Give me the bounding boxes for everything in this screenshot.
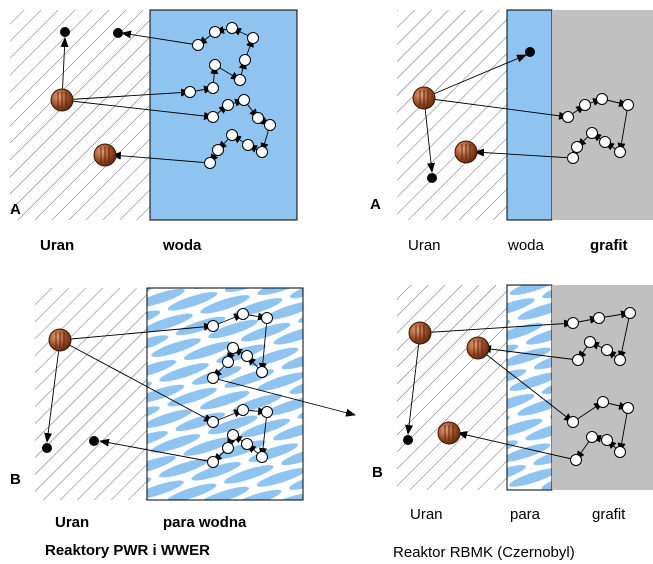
neutron xyxy=(257,452,268,463)
neutron xyxy=(242,439,253,450)
absorbed-neutron xyxy=(403,435,413,445)
neutron xyxy=(210,60,221,71)
neutron xyxy=(223,100,234,111)
neutron xyxy=(568,153,579,164)
region-label: woda xyxy=(162,237,202,254)
neutron xyxy=(623,403,634,414)
neutron xyxy=(585,337,596,348)
panel-letter: A xyxy=(10,201,21,218)
neutron xyxy=(625,308,636,319)
region-label: grafit xyxy=(590,237,628,254)
neutron xyxy=(262,313,273,324)
steam-region xyxy=(507,285,552,490)
neutron xyxy=(602,345,613,356)
neutron xyxy=(623,100,634,111)
neutron xyxy=(597,94,608,105)
water-region xyxy=(150,10,297,220)
neutron xyxy=(600,137,611,148)
caption: Reaktor RBMK (Czernobyl) xyxy=(393,544,575,561)
region-label: woda xyxy=(507,237,545,254)
neutron xyxy=(587,128,598,139)
region-label: Uran xyxy=(410,506,443,523)
neutron xyxy=(587,432,598,443)
neutron xyxy=(208,457,219,468)
neutron xyxy=(615,147,626,158)
region-label: para xyxy=(510,506,541,523)
neutron xyxy=(257,147,268,158)
absorbed-neutron xyxy=(42,443,52,453)
neutron xyxy=(572,142,583,153)
neutron xyxy=(615,355,626,366)
neutron xyxy=(239,95,250,106)
neutron xyxy=(568,318,579,329)
neutron xyxy=(262,407,273,418)
neutron xyxy=(228,430,239,441)
neutron xyxy=(242,351,253,362)
neutron xyxy=(210,27,221,38)
region-label: grafit xyxy=(592,506,626,523)
absorbed-neutron xyxy=(89,436,99,446)
neutron xyxy=(185,87,196,98)
uranium-region xyxy=(397,10,507,220)
panel-letter: B xyxy=(10,471,21,488)
absorbed-neutron xyxy=(427,173,437,183)
neutron xyxy=(213,145,224,156)
neutron xyxy=(602,435,613,446)
region-label: Uran xyxy=(55,514,89,531)
panel-letter: B xyxy=(372,464,383,481)
neutron xyxy=(208,373,219,384)
neutron xyxy=(208,112,219,123)
neutron xyxy=(243,140,254,151)
neutron xyxy=(238,405,249,416)
water-region xyxy=(507,10,552,220)
diagram: A Uran woda A Uran woda grafit B Uran pa… xyxy=(0,0,653,564)
uranium-region xyxy=(35,288,147,500)
uranium-region xyxy=(10,10,150,220)
region-label: Uran xyxy=(408,237,441,254)
neutron xyxy=(253,113,264,124)
neutron xyxy=(568,417,579,428)
neutron xyxy=(193,40,204,51)
neutron xyxy=(580,100,591,111)
neutron xyxy=(615,447,626,458)
panel-letter: A xyxy=(370,196,381,213)
absorbed-neutron xyxy=(525,47,535,57)
steam-region xyxy=(147,288,303,500)
neutron xyxy=(571,455,582,466)
neutron xyxy=(208,83,219,94)
neutron xyxy=(227,130,238,141)
neutron xyxy=(228,343,239,354)
neutron xyxy=(265,120,276,131)
neutron xyxy=(240,55,251,66)
neutron xyxy=(248,33,259,44)
neutron xyxy=(223,357,234,368)
region-label: para wodna xyxy=(163,514,247,531)
neutron xyxy=(227,23,238,34)
absorbed-neutron xyxy=(113,28,123,38)
neutron xyxy=(598,397,609,408)
absorbed-neutron xyxy=(60,27,70,37)
neutron xyxy=(223,443,234,454)
region-label: Uran xyxy=(40,237,74,254)
neutron xyxy=(573,355,584,366)
caption: Reaktory PWR i WWER xyxy=(45,542,210,559)
neutron xyxy=(257,367,268,378)
neutron xyxy=(563,112,574,123)
neutron xyxy=(208,321,219,332)
neutron xyxy=(208,417,219,428)
neutron xyxy=(238,309,249,320)
neutron xyxy=(235,75,246,86)
neutron xyxy=(205,158,216,169)
neutron xyxy=(594,313,605,324)
